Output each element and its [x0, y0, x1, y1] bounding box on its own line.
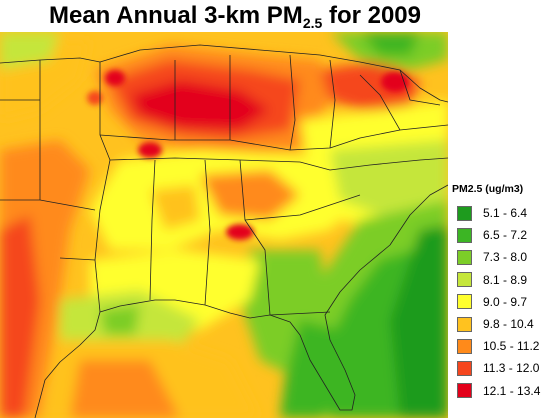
legend-label: 9.8 - 10.4 [483, 317, 534, 332]
legend-item: 9.0 - 9.7 [450, 291, 550, 313]
title-subscript: 2.5 [302, 15, 323, 31]
legend-label: 12.1 - 13.4 [483, 383, 541, 398]
legend-item: 6.5 - 7.2 [450, 224, 550, 246]
legend-item: 5.1 - 6.4 [450, 202, 550, 224]
legend-swatch [457, 360, 472, 376]
legend-swatch [457, 338, 472, 354]
legend-label: 11.3 - 12.0 [483, 361, 540, 376]
legend-item: 7.3 - 8.0 [450, 246, 550, 268]
legend-label: 10.5 - 11.2 [483, 339, 540, 354]
legend-item: 12.1 - 13.4 [450, 380, 550, 402]
legend-item: 10.5 - 11.2 [450, 335, 550, 357]
legend-label: 6.5 - 7.2 [483, 228, 528, 243]
legend-swatch [457, 205, 472, 221]
legend: PM2.5 (ug/m3) 5.1 - 6.4 6.5 - 7.2 7.3 - 8.… [450, 182, 550, 402]
legend-swatch [457, 227, 472, 243]
map-title: Mean Annual 3-km PM2.5 for 2009 [0, 0, 470, 32]
legend-item: 11.3 - 12.0 [450, 357, 550, 379]
legend-swatch [457, 316, 472, 332]
legend-swatch [457, 249, 472, 265]
legend-label: 5.1 - 6.4 [483, 206, 528, 221]
legend-item: 9.8 - 10.4 [450, 313, 550, 335]
legend-label: 9.0 - 9.7 [483, 294, 528, 309]
legend-swatch [457, 383, 472, 399]
state-boundaries [0, 44, 448, 418]
legend-swatch [457, 272, 472, 288]
title-prefix: Mean Annual 3-km PM [48, 2, 303, 29]
legend-title: PM2.5 (ug/m3) [452, 183, 524, 195]
legend-item: 8.1 - 8.9 [450, 269, 550, 291]
pm25-concentration-map [0, 32, 448, 418]
legend-label: 7.3 - 8.0 [483, 250, 528, 265]
legend-swatch [457, 294, 472, 310]
legend-items: 5.1 - 6.4 6.5 - 7.2 7.3 - 8.0 8.1 - 8.9 9.0 … [450, 202, 550, 402]
legend-label: 8.1 - 8.9 [483, 272, 528, 287]
title-suffix: for 2009 [322, 2, 421, 29]
